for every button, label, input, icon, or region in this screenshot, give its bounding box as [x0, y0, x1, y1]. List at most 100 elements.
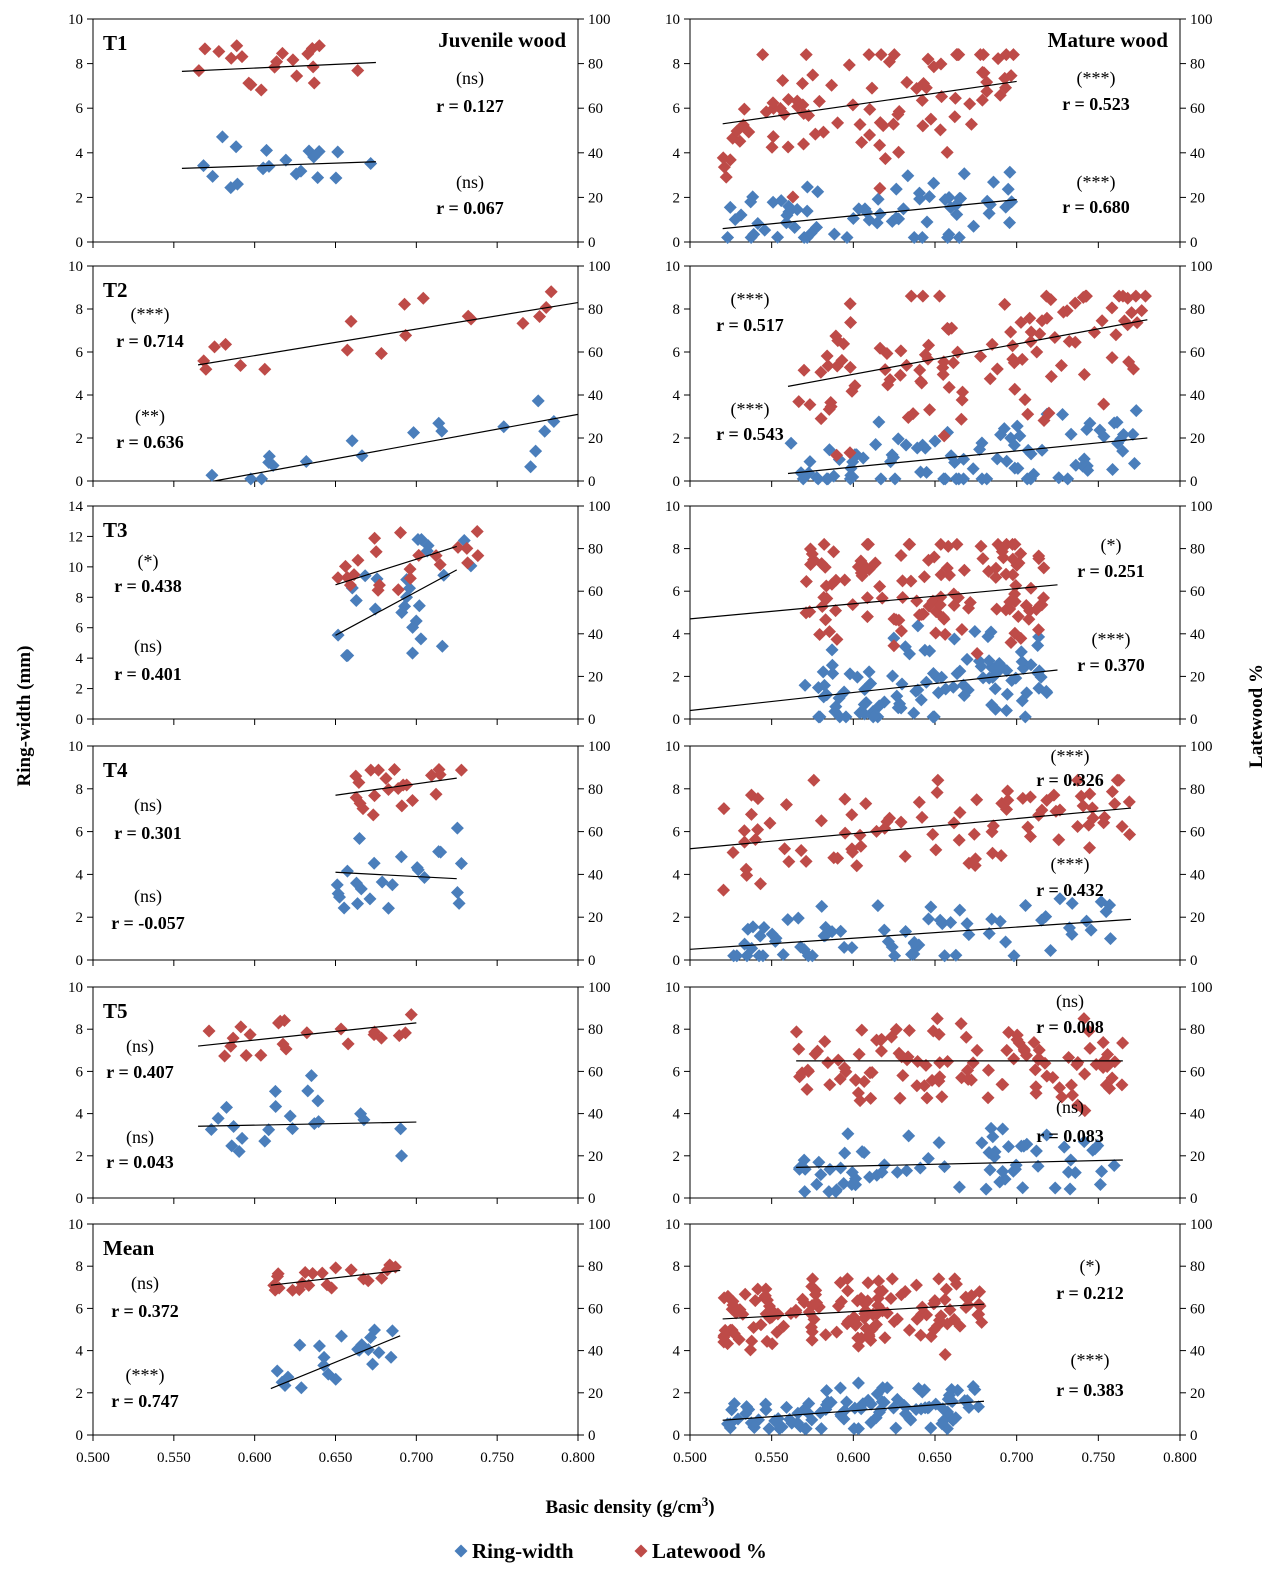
latewood-legend-marker	[634, 1544, 648, 1558]
x-tick-label: 0.750	[480, 1450, 514, 1466]
y-right-tick-label: 20	[588, 1149, 603, 1165]
latewood-points	[267, 1258, 402, 1297]
ring-width-point	[896, 202, 910, 216]
ring-width-point	[798, 1185, 812, 1199]
ring-width-point	[283, 1109, 297, 1123]
latewood-point	[300, 1026, 314, 1040]
ring-width-point	[1065, 896, 1079, 910]
latewood-significance: (***)	[1077, 68, 1116, 89]
latewood-point	[1032, 1043, 1046, 1057]
latewood-point	[1017, 1044, 1031, 1058]
ring-width-point	[746, 190, 760, 204]
latewood-point	[975, 93, 989, 107]
latewood-point	[830, 1325, 844, 1339]
latewood-point	[916, 119, 930, 133]
ring-width-point	[412, 599, 426, 613]
ring-width-point	[899, 924, 913, 938]
latewood-point	[831, 851, 845, 865]
latewood-point	[747, 1321, 761, 1335]
ring-width-point	[801, 1406, 815, 1420]
latewood-point	[933, 289, 947, 303]
latewood-point	[967, 827, 981, 841]
y-right-tick-label: 20	[588, 431, 603, 447]
y-right-tick-label: 80	[1190, 57, 1205, 73]
ring-width-point	[982, 654, 996, 668]
ring-width-point	[774, 194, 788, 208]
ring-width-point	[1031, 1159, 1045, 1173]
latewood-point	[955, 393, 969, 407]
y-right-tick-label: 20	[1190, 431, 1205, 447]
ring-width-point	[337, 901, 351, 915]
latewood-point	[351, 553, 365, 567]
y-right-tick-label: 20	[588, 190, 603, 206]
latewood-point	[989, 561, 1003, 575]
latewood-point	[873, 181, 887, 195]
latewood-point	[860, 591, 874, 605]
ring-width-point	[299, 454, 313, 468]
latewood-point	[889, 1022, 903, 1036]
latewood-point	[218, 1049, 232, 1063]
latewood-significance: (***)	[131, 304, 170, 325]
y-left-tick-label: 10	[68, 980, 83, 996]
y-right-axis-title: Latewood %	[1246, 664, 1267, 768]
x-tick-label: 0.600	[836, 1450, 870, 1466]
ring-width-point	[886, 669, 900, 683]
ring-width-point	[1084, 923, 1098, 937]
latewood-point	[955, 623, 969, 637]
latewood-point	[910, 594, 924, 608]
ring-width-point	[1128, 456, 1142, 470]
y-left-tick-label: 2	[673, 669, 681, 685]
ring-width-point	[1010, 419, 1024, 433]
latewood-point	[320, 1278, 334, 1292]
latewood-point	[996, 1078, 1010, 1092]
latewood-point	[544, 285, 558, 299]
ring-width-point	[766, 195, 780, 209]
ring-width-r-value: r = 0.747	[111, 1391, 178, 1411]
ring-width-point	[312, 144, 326, 158]
x-axis-title: Basic density (g/cm3)	[545, 1494, 714, 1519]
y-left-tick-label: 6	[76, 621, 84, 637]
ring-width-point	[340, 864, 354, 878]
latewood-point	[980, 84, 994, 98]
latewood-point	[926, 1024, 940, 1038]
latewood-point	[891, 108, 905, 122]
ring-width-point	[834, 924, 848, 938]
ring-width-point	[814, 1422, 828, 1436]
latewood-point	[917, 570, 931, 584]
latewood-point	[723, 153, 737, 167]
ring-width-point	[895, 677, 909, 691]
latewood-point	[329, 1261, 343, 1275]
ring-width-point	[1035, 443, 1049, 457]
latewood-point	[1068, 335, 1082, 349]
ring-width-r-value: r = 0.067	[436, 198, 503, 218]
latewood-point	[862, 1330, 876, 1344]
latewood-point	[838, 826, 852, 840]
ring-width-point	[811, 185, 825, 199]
latewood-point	[921, 52, 935, 66]
ring-width-r-value: r = 0.383	[1056, 1380, 1123, 1400]
ring-width-point	[329, 171, 343, 185]
latewood-point	[894, 549, 908, 563]
latewood-trendline	[181, 61, 376, 73]
latewood-point	[1032, 1052, 1046, 1066]
latewood-point	[726, 1294, 740, 1308]
ring-width-point	[851, 1376, 865, 1390]
ring-width-point	[784, 436, 798, 450]
ring-width-point	[841, 1127, 855, 1141]
y-left-tick-label: 8	[76, 782, 84, 798]
latewood-point	[797, 363, 811, 377]
latewood-point	[766, 130, 780, 144]
ring-width-points	[784, 404, 1143, 486]
latewood-point	[808, 127, 822, 141]
latewood-point	[395, 799, 409, 813]
y-right-tick-label: 60	[588, 1064, 603, 1080]
ring-width-point	[345, 434, 359, 448]
latewood-point	[875, 591, 889, 605]
ring-width-point	[889, 211, 903, 225]
ring-width-point	[403, 581, 417, 595]
y-right-tick-label: 80	[1190, 782, 1205, 798]
ring-width-point	[1007, 949, 1021, 963]
y-right-tick-label: 40	[588, 627, 603, 643]
